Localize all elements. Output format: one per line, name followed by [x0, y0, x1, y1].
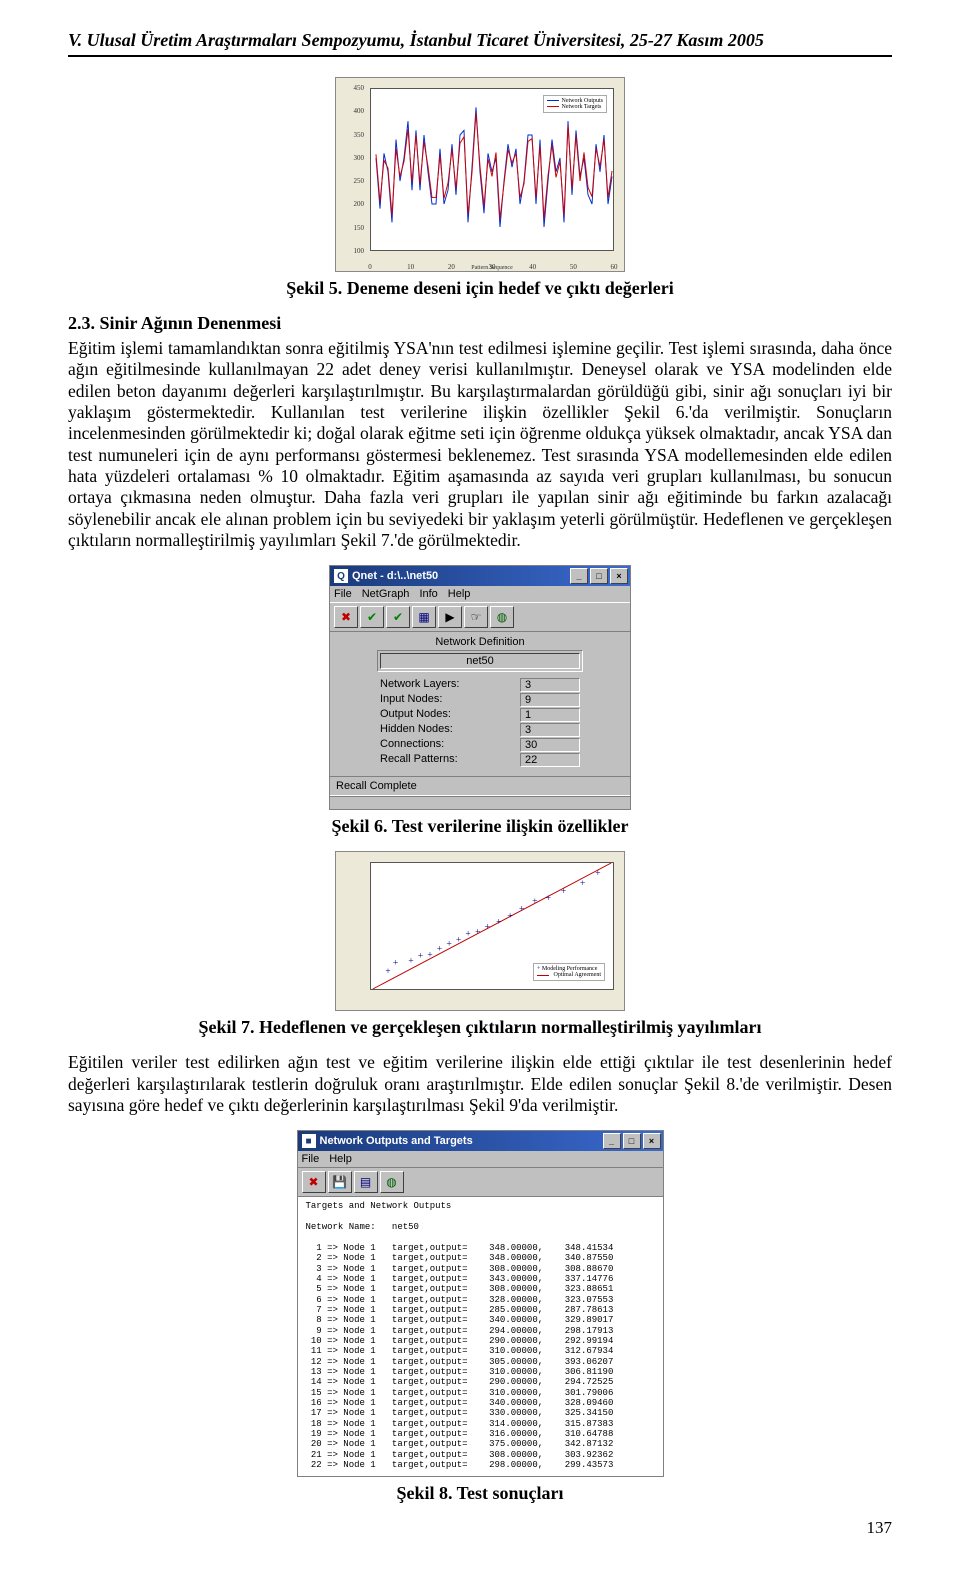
- paragraph-1: Eğitim işlemi tamamlandıktan sonra eğiti…: [68, 338, 892, 551]
- svg-text:+: +: [456, 935, 461, 946]
- out-app-icon: ■: [302, 1134, 316, 1148]
- world-icon[interactable]: ◍: [490, 606, 514, 628]
- svg-text:+: +: [519, 904, 524, 915]
- chart5-xlabel: Pattern Sequence: [370, 265, 614, 271]
- status-bar: Recall Complete: [330, 776, 630, 796]
- network-name: net50: [380, 653, 580, 669]
- def-value: 1: [520, 708, 580, 722]
- svg-text:+: +: [595, 868, 600, 879]
- def-label: Hidden Nodes:: [380, 723, 520, 738]
- window-title: Qnet - d:\..\net50: [352, 570, 568, 582]
- figure-5-caption: Şekil 5. Deneme deseni için hedef ve çık…: [68, 278, 892, 299]
- page-number: 137: [68, 1518, 892, 1538]
- def-label: Output Nodes:: [380, 708, 520, 723]
- svg-text:+: +: [418, 951, 423, 962]
- title-bar: Q Qnet - d:\..\net50 _ □ ×: [330, 566, 630, 586]
- def-value: 3: [520, 723, 580, 737]
- out-menu-file[interactable]: File: [302, 1153, 320, 1165]
- hand-icon[interactable]: ☞: [464, 606, 488, 628]
- out-world-icon[interactable]: ◍: [380, 1171, 404, 1193]
- panel-title: Network Definition: [330, 632, 630, 650]
- graph-icon[interactable]: ▦: [412, 606, 436, 628]
- maximize-button[interactable]: □: [590, 568, 608, 584]
- svg-text:+: +: [385, 966, 390, 977]
- out-maximize-button[interactable]: □: [623, 1133, 641, 1149]
- section-2-3-heading: 2.3. Sinir Ağının Denenmesi: [68, 313, 892, 334]
- svg-text:+: +: [465, 929, 470, 940]
- out-menu-help[interactable]: Help: [329, 1153, 352, 1165]
- play-icon[interactable]: ▶: [438, 606, 462, 628]
- svg-text:+: +: [532, 897, 537, 908]
- svg-text:+: +: [437, 944, 442, 955]
- out-window-title: Network Outputs and Targets: [320, 1135, 601, 1147]
- check-icon[interactable]: ✔: [360, 606, 384, 628]
- legend-opt: Optimal Agreement: [554, 972, 602, 978]
- menu-item-help[interactable]: Help: [448, 588, 471, 600]
- svg-text:+: +: [446, 939, 451, 950]
- figure-7-caption: Şekil 7. Hedeflenen ve gerçekleşen çıktı…: [68, 1017, 892, 1038]
- def-value: 9: [520, 693, 580, 707]
- svg-text:+: +: [561, 887, 566, 898]
- out-close-button[interactable]: ×: [643, 1133, 661, 1149]
- app-icon: Q: [334, 569, 348, 583]
- legend-target: Network Targets: [562, 104, 602, 110]
- menu-item-info[interactable]: Info: [419, 588, 437, 600]
- qnet-window: Q Qnet - d:\..\net50 _ □ × File NetGraph I…: [329, 565, 631, 810]
- svg-text:+: +: [507, 911, 512, 922]
- toolbar: ✖✔✔▦▶☞◍: [330, 602, 630, 632]
- out-tool1-icon[interactable]: ▤: [354, 1171, 378, 1193]
- menu-item-netgraph[interactable]: NetGraph: [362, 588, 410, 600]
- out-save-icon[interactable]: 💾: [328, 1171, 352, 1193]
- outputs-window: ■ Network Outputs and Targets _ □ × File…: [297, 1130, 664, 1477]
- minimize-button[interactable]: _: [570, 568, 588, 584]
- def-label: Recall Patterns:: [380, 753, 520, 768]
- menu-item-file[interactable]: File: [334, 588, 352, 600]
- out-body: Targets and Network Outputs Network Name…: [298, 1197, 663, 1476]
- out-minimize-button[interactable]: _: [603, 1133, 621, 1149]
- figure-7-chart: +++++++++++++++++++ + Modeling Performan…: [335, 851, 625, 1011]
- out-toolbar: ✖💾▤◍: [298, 1168, 663, 1197]
- figure-8-caption: Şekil 8. Test sonuçları: [68, 1483, 892, 1504]
- def-label: Connections:: [380, 738, 520, 753]
- svg-text:+: +: [427, 950, 432, 961]
- svg-text:+: +: [496, 917, 501, 928]
- out-menu-bar: File Help: [298, 1151, 663, 1168]
- svg-text:+: +: [484, 922, 489, 933]
- menu-bar: File NetGraph Info Help: [330, 586, 630, 602]
- out-title-bar: ■ Network Outputs and Targets _ □ ×: [298, 1131, 663, 1151]
- check2-icon[interactable]: ✔: [386, 606, 410, 628]
- svg-text:+: +: [393, 958, 398, 969]
- def-label: Input Nodes:: [380, 693, 520, 708]
- svg-text:+: +: [408, 956, 413, 967]
- svg-text:+: +: [475, 927, 480, 938]
- def-value: 3: [520, 678, 580, 692]
- close-icon[interactable]: ✖: [334, 606, 358, 628]
- figure-6-caption: Şekil 6. Test verilerine ilişkin özellik…: [68, 816, 892, 837]
- figure-5-chart: 100150200250300350400450 Network Outputs…: [335, 77, 625, 272]
- def-value: 30: [520, 738, 580, 752]
- svg-text:+: +: [580, 879, 585, 890]
- def-value: 22: [520, 753, 580, 767]
- svg-text:+: +: [546, 894, 551, 905]
- out-close-icon[interactable]: ✖: [302, 1171, 326, 1193]
- close-button[interactable]: ×: [610, 568, 628, 584]
- def-label: Network Layers:: [380, 678, 520, 693]
- page-header: V. Ulusal Üretim Araştırmaları Sempozyum…: [68, 30, 892, 57]
- paragraph-2: Eğitilen veriler test edilirken ağın tes…: [68, 1052, 892, 1116]
